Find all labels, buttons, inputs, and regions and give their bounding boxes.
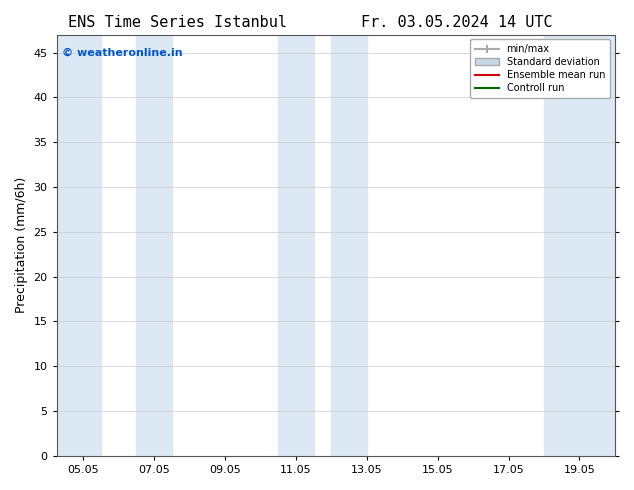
Legend: min/max, Standard deviation, Ensemble mean run, Controll run: min/max, Standard deviation, Ensemble me… xyxy=(470,40,610,98)
Bar xyxy=(136,35,172,456)
Text: Fr. 03.05.2024 14 UTC: Fr. 03.05.2024 14 UTC xyxy=(361,15,552,30)
Bar xyxy=(544,35,615,456)
Y-axis label: Precipitation (mm/6h): Precipitation (mm/6h) xyxy=(15,177,28,314)
Bar xyxy=(332,35,367,456)
Bar xyxy=(278,35,314,456)
Text: © weatheronline.in: © weatheronline.in xyxy=(62,47,183,57)
Bar xyxy=(56,35,101,456)
Text: ENS Time Series Istanbul: ENS Time Series Istanbul xyxy=(68,15,287,30)
